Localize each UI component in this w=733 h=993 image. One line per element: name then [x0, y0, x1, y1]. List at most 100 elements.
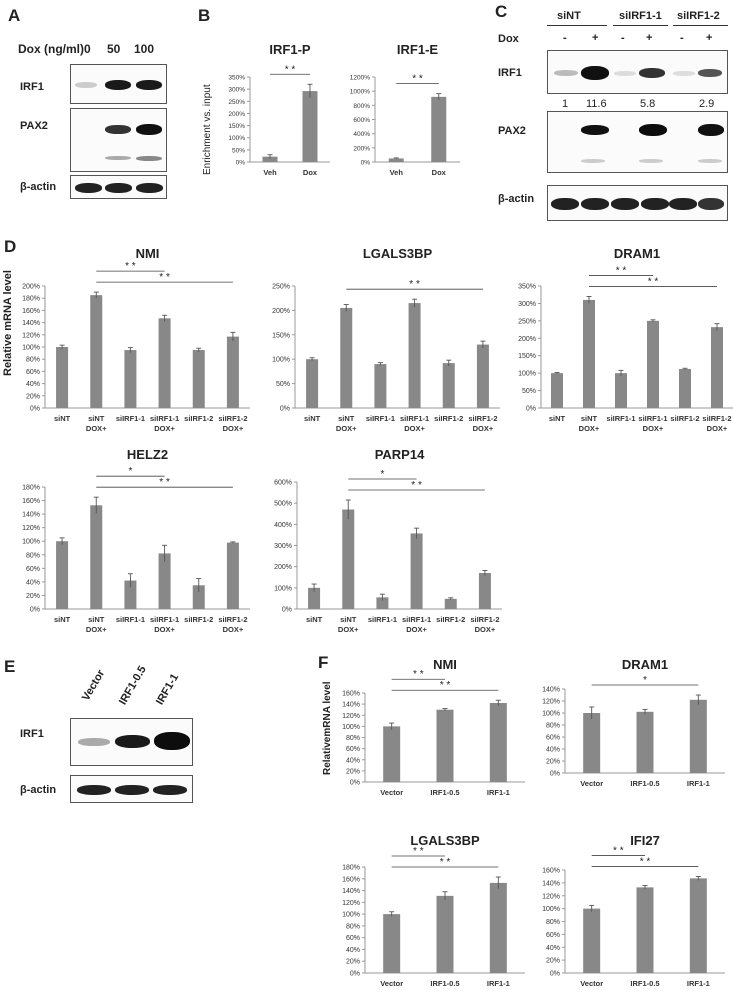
- bar-f3: [383, 914, 401, 973]
- y-tick-label: 120%: [342, 900, 360, 907]
- y-tick-label: 80%: [26, 552, 40, 559]
- bar-d4: [90, 505, 103, 609]
- x-tick-label-f1: Vector: [380, 788, 403, 797]
- bar-f2: [583, 713, 601, 773]
- bar-d2: [374, 364, 387, 408]
- x-tick-label-d5: siIRF1-1: [368, 615, 397, 624]
- y-tick-label: 60%: [26, 566, 40, 573]
- y-tick-label: 160%: [22, 498, 40, 505]
- y-tick-label: 0%: [30, 406, 40, 413]
- x-tick-label-b1: Veh: [263, 168, 277, 177]
- y-tick-label: 20%: [346, 959, 360, 966]
- significance-stars-d1: * *: [125, 261, 136, 272]
- bar-d1: [158, 318, 171, 408]
- x-tick-label-d3: siIRF1-1: [638, 414, 667, 423]
- blot-c-group-sint: siNT: [557, 10, 581, 22]
- x-tick-label-d3: siIRF1-2: [670, 414, 699, 423]
- y-tick-label: 600%: [353, 117, 370, 124]
- y-tick-label: 0%: [550, 971, 560, 978]
- y-tick-label: 400%: [353, 131, 370, 138]
- x-tick-label-d1: DOX+: [86, 424, 107, 433]
- y-tick-label: 0%: [280, 406, 290, 413]
- significance-stars-b1: * *: [285, 64, 296, 75]
- bar-d5: [444, 598, 457, 609]
- dox-sign: -: [621, 32, 625, 44]
- blot-e-irf1: [70, 718, 193, 766]
- y-tick-label: 0%: [361, 160, 371, 167]
- y-tick-label: 100%: [228, 135, 245, 142]
- bar-b2: [431, 96, 447, 162]
- bar-d1: [226, 336, 239, 408]
- blot-c-group-line-1: [547, 25, 607, 26]
- y-tick-label: 140%: [342, 702, 360, 709]
- x-tick-label-d2: DOX+: [336, 424, 357, 433]
- x-tick-label-d2: DOX+: [473, 424, 494, 433]
- y-tick-label: 120%: [542, 893, 560, 900]
- y-tick-label: 100%: [542, 906, 560, 913]
- y-tick-label: 0%: [30, 607, 40, 614]
- x-tick-label-d5: siNT: [306, 615, 323, 624]
- y-tick-label: 120%: [22, 332, 40, 339]
- x-tick-label-d4: DOX+: [223, 625, 244, 634]
- blot-c-group-siirf1-2: siIRF1-2: [677, 10, 720, 22]
- bar-d5: [376, 597, 389, 609]
- y-tick-label: 140%: [542, 880, 560, 887]
- y-tick-label: 100%: [22, 539, 40, 546]
- y-tick-label: 180%: [342, 865, 360, 872]
- y-tick-label: 40%: [346, 757, 360, 764]
- y-tick-label: 160%: [342, 876, 360, 883]
- y-tick-label: 60%: [346, 746, 360, 753]
- y-tick-label: 160%: [542, 868, 560, 875]
- x-tick-label-d1: siNT: [54, 414, 71, 423]
- bar-d3: [711, 327, 723, 408]
- dox-sign: +: [706, 32, 713, 44]
- x-tick-label-f3: IRF1-1: [487, 979, 510, 988]
- blot-a-label-irf1: IRF1: [20, 81, 44, 93]
- x-tick-label-f4: IRF1-1: [687, 979, 710, 988]
- x-tick-label-d2: siIRF1-1: [366, 414, 395, 423]
- y-tick-label: 300%: [518, 301, 536, 308]
- x-tick-label-f1: IRF1-0.5: [430, 788, 459, 797]
- x-tick-label-d5: DOX+: [338, 625, 359, 634]
- panel-letter-b: B: [198, 6, 211, 25]
- y-tick-label: 80%: [546, 919, 560, 926]
- x-tick-label-d1: siIRF1-2: [218, 414, 247, 423]
- chart-title-d5: PARP14: [375, 447, 425, 462]
- x-tick-label-f2: IRF1-1: [687, 779, 710, 788]
- y-tick-label: 350%: [518, 284, 536, 291]
- y-tick-label: 100%: [272, 357, 290, 364]
- bar-d1: [192, 350, 205, 408]
- bar-f4: [636, 887, 654, 973]
- x-tick-label-d2: siIRF1-1: [400, 414, 429, 423]
- chart-title-f4: IFI27: [630, 833, 660, 848]
- y-tick-label: 120%: [342, 713, 360, 720]
- significance-stars-d4: * *: [159, 477, 170, 488]
- significance-stars-d5: *: [380, 469, 384, 480]
- dox-sign: +: [646, 32, 653, 44]
- significance-stars-f1: * *: [413, 669, 424, 680]
- significance-stars-d5: * *: [411, 480, 422, 491]
- bar-d2: [476, 344, 489, 408]
- x-tick-label-d4: siIRF1-1: [150, 615, 179, 624]
- x-tick-label-d2: DOX+: [404, 424, 425, 433]
- irf1-quant-siirf1-1-dox: 5.8: [640, 98, 656, 110]
- y-tick-label: 120%: [22, 525, 40, 532]
- bar-d4: [56, 541, 69, 609]
- y-tick-label: 100%: [542, 711, 560, 718]
- y-tick-label: 250%: [272, 284, 290, 291]
- x-tick-label-b2: Dox: [432, 168, 447, 177]
- y-tick-label: 40%: [546, 747, 560, 754]
- bar-f3: [489, 882, 507, 973]
- bar-d1: [124, 350, 137, 408]
- y-tick-label: 40%: [26, 579, 40, 586]
- x-tick-label-d2: siNT: [304, 414, 321, 423]
- y-tick-label: 100%: [22, 345, 40, 352]
- x-tick-label-d5: siIRF1-1: [402, 615, 431, 624]
- x-tick-label-d4: siIRF1-2: [184, 615, 213, 624]
- x-tick-label-d1: DOX+: [223, 424, 244, 433]
- y-tick-label: 140%: [22, 320, 40, 327]
- x-tick-label-f1: IRF1-1: [487, 788, 510, 797]
- y-tick-label: 20%: [26, 393, 40, 400]
- x-tick-label-d5: DOX+: [406, 625, 427, 634]
- blot-c-group-line-2: [613, 25, 668, 26]
